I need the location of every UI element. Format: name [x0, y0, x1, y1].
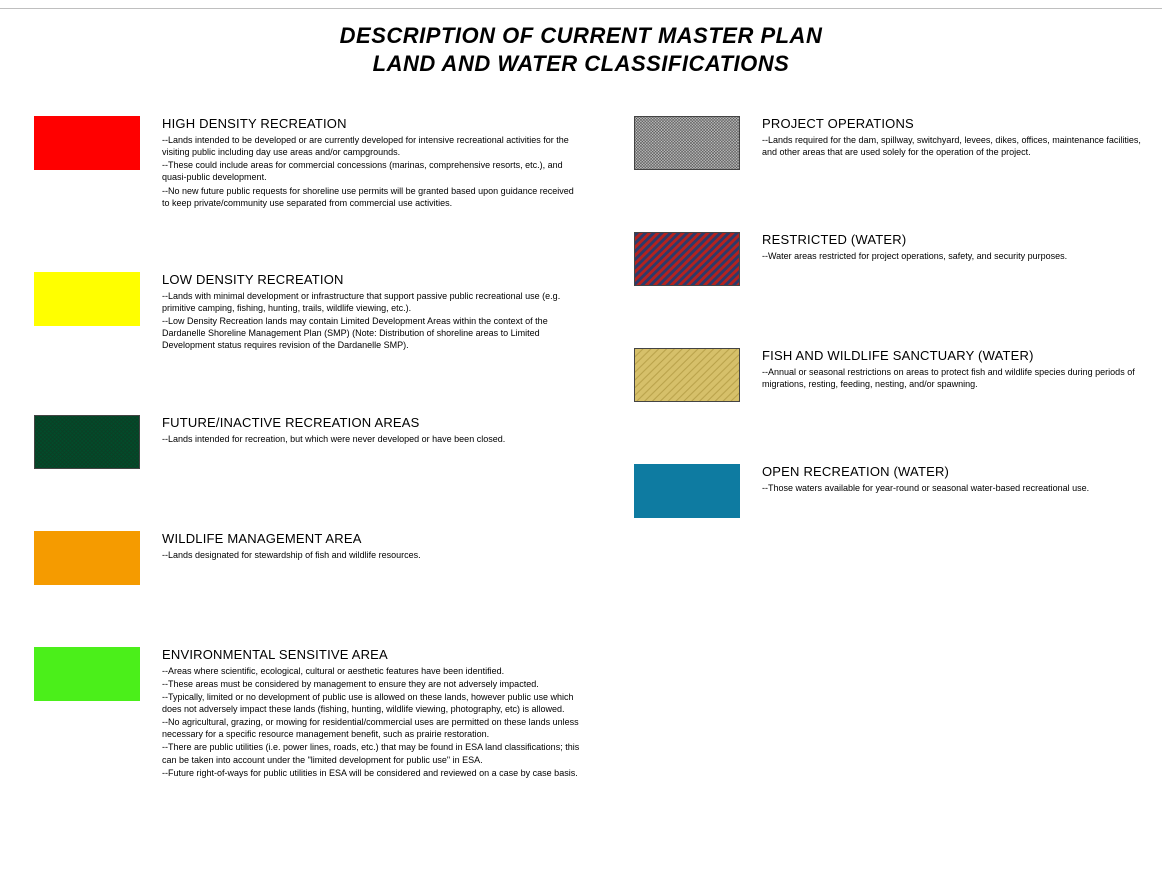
legend-text: FUTURE/INACTIVE RECREATION AREAS --Lands … — [162, 415, 594, 446]
legend-title: FUTURE/INACTIVE RECREATION AREAS — [162, 415, 594, 430]
legend-title: ENVIRONMENTAL SENSITIVE AREA — [162, 647, 594, 662]
legend-left-column: HIGH DENSITY RECREATION --Lands intended … — [34, 116, 594, 842]
legend-desc-line: --Low Density Recreation lands may conta… — [162, 315, 582, 351]
legend-description: --Lands required for the dam, spillway, … — [762, 134, 1142, 158]
future-inactive-recreation-swatch — [34, 415, 140, 469]
legend-desc-line: --No agricultural, grazing, or mowing fo… — [162, 716, 582, 740]
legend-item-future-inactive-recreation: FUTURE/INACTIVE RECREATION AREAS --Lands … — [34, 415, 594, 469]
open-recreation-water-swatch — [634, 464, 740, 518]
legend-desc-line: --Lands intended to be developed or are … — [162, 134, 582, 158]
legend-title: PROJECT OPERATIONS — [762, 116, 1142, 131]
legend-text: RESTRICTED (WATER) --Water areas restrict… — [762, 232, 1142, 263]
legend-desc-line: --Lands required for the dam, spillway, … — [762, 134, 1142, 158]
legend-title: RESTRICTED (WATER) — [762, 232, 1142, 247]
legend-description: --Lands with minimal development or infr… — [162, 290, 582, 352]
legend-item-low-density-recreation: LOW DENSITY RECREATION --Lands with minim… — [34, 272, 594, 353]
legend-desc-line: --Lands intended for recreation, but whi… — [162, 433, 582, 445]
legend-text: OPEN RECREATION (WATER) --Those waters av… — [762, 464, 1142, 495]
legend-text: HIGH DENSITY RECREATION --Lands intended … — [162, 116, 594, 210]
legend-title: OPEN RECREATION (WATER) — [762, 464, 1142, 479]
project-operations-swatch — [634, 116, 740, 170]
legend-desc-line: --There are public utilities (i.e. power… — [162, 741, 582, 765]
legend-item-restricted-water: RESTRICTED (WATER) --Water areas restrict… — [634, 232, 1142, 286]
legend-title: HIGH DENSITY RECREATION — [162, 116, 594, 131]
legend-description: --Lands intended for recreation, but whi… — [162, 433, 582, 445]
top-border-line — [0, 8, 1162, 9]
legend-item-environmental-sensitive-area: ENVIRONMENTAL SENSITIVE AREA --Areas wher… — [34, 647, 594, 780]
legend-description: --Lands intended to be developed or are … — [162, 134, 582, 209]
legend-text: PROJECT OPERATIONS --Lands required for t… — [762, 116, 1142, 159]
low-density-recreation-swatch — [34, 272, 140, 326]
legend-text: LOW DENSITY RECREATION --Lands with minim… — [162, 272, 594, 353]
legend-desc-line: --No new future public requests for shor… — [162, 185, 582, 209]
legend-text: ENVIRONMENTAL SENSITIVE AREA --Areas wher… — [162, 647, 594, 780]
legend-desc-line: --These areas must be considered by mana… — [162, 678, 582, 690]
wildlife-management-area-swatch — [34, 531, 140, 585]
legend-desc-line: --Typically, limited or no development o… — [162, 691, 582, 715]
legend-item-fish-wildlife-sanctuary: FISH AND WILDLIFE SANCTUARY (WATER) --Ann… — [634, 348, 1142, 402]
high-density-recreation-swatch — [34, 116, 140, 170]
legend-right-column: PROJECT OPERATIONS --Lands required for t… — [634, 116, 1142, 842]
legend-desc-line: --Those waters available for year-round … — [762, 482, 1142, 494]
legend-text: FISH AND WILDLIFE SANCTUARY (WATER) --Ann… — [762, 348, 1142, 391]
legend-desc-line: --Lands designated for stewardship of fi… — [162, 549, 582, 561]
legend-desc-line: --Lands with minimal development or infr… — [162, 290, 582, 314]
environmental-sensitive-area-swatch — [34, 647, 140, 701]
legend-desc-line: --Areas where scientific, ecological, cu… — [162, 665, 582, 677]
fish-wildlife-sanctuary-swatch — [634, 348, 740, 402]
legend-description: --Areas where scientific, ecological, cu… — [162, 665, 582, 779]
legend-title: LOW DENSITY RECREATION — [162, 272, 594, 287]
legend-item-wildlife-management-area: WILDLIFE MANAGEMENT AREA --Lands designat… — [34, 531, 594, 585]
legend-item-open-recreation-water: OPEN RECREATION (WATER) --Those waters av… — [634, 464, 1142, 518]
legend-desc-line: --These could include areas for commerci… — [162, 159, 582, 183]
page-title: DESCRIPTION OF CURRENT MASTER PLAN LAND … — [0, 22, 1162, 77]
legend-text: WILDLIFE MANAGEMENT AREA --Lands designat… — [162, 531, 594, 562]
legend-title: FISH AND WILDLIFE SANCTUARY (WATER) — [762, 348, 1142, 363]
legend-description: --Lands designated for stewardship of fi… — [162, 549, 582, 561]
restricted-water-swatch — [634, 232, 740, 286]
title-line-2: LAND AND WATER CLASSIFICATIONS — [0, 50, 1162, 78]
legend-description: --Water areas restricted for project ope… — [762, 250, 1142, 262]
legend-desc-line: --Water areas restricted for project ope… — [762, 250, 1142, 262]
legend-columns: HIGH DENSITY RECREATION --Lands intended … — [34, 116, 1142, 842]
legend-desc-line: --Future right-of-ways for public utilit… — [162, 767, 582, 779]
legend-description: --Those waters available for year-round … — [762, 482, 1142, 494]
legend-item-high-density-recreation: HIGH DENSITY RECREATION --Lands intended … — [34, 116, 594, 210]
legend-title: WILDLIFE MANAGEMENT AREA — [162, 531, 594, 546]
legend-item-project-operations: PROJECT OPERATIONS --Lands required for t… — [634, 116, 1142, 170]
title-line-1: DESCRIPTION OF CURRENT MASTER PLAN — [0, 22, 1162, 50]
legend-desc-line: --Annual or seasonal restrictions on are… — [762, 366, 1142, 390]
legend-description: --Annual or seasonal restrictions on are… — [762, 366, 1142, 390]
